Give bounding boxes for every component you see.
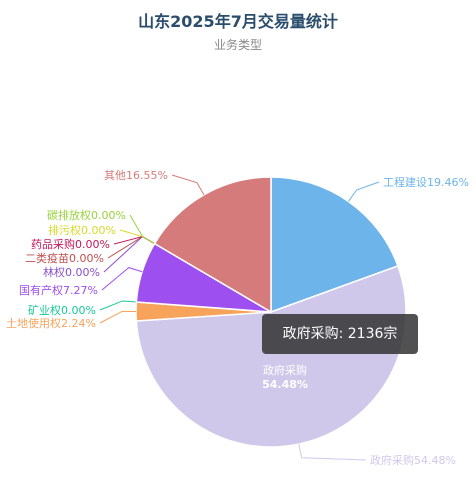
slice-label-3: 矿业权0.00% bbox=[28, 304, 96, 317]
slice-label-7: 药品采购0.00% bbox=[31, 237, 110, 251]
slice-label-5: 林权0.00% bbox=[43, 265, 100, 279]
slice-label-10: 其他16.55% bbox=[104, 169, 168, 182]
leader-line-9 bbox=[129, 214, 155, 245]
pie-slice-10[interactable] bbox=[153, 176, 272, 314]
leader-line-2 bbox=[99, 310, 137, 324]
slice-label-4: 国有产权7.27% bbox=[19, 283, 98, 297]
slice-label-1: 政府采购54.48% bbox=[370, 453, 456, 467]
slice-label-2: 土地使用权2.24% bbox=[6, 317, 96, 330]
leader-line-10 bbox=[171, 174, 205, 196]
inner-label-name: 政府采购 bbox=[263, 363, 307, 377]
inner-label-percent: 54.48% bbox=[262, 378, 308, 391]
chart-subtitle: 业务类型 bbox=[213, 38, 262, 52]
leader-line-4 bbox=[101, 267, 143, 291]
slice-label-9: 碳排放权0.00% bbox=[47, 208, 126, 222]
chart-tooltip: 政府采购: 2136宗 bbox=[262, 314, 418, 354]
slice-label-0: 工程建设19.46% bbox=[383, 175, 469, 189]
leader-line-0 bbox=[348, 181, 380, 202]
leader-line-3 bbox=[99, 300, 137, 311]
slice-label-6: 二类疫苗0.00% bbox=[25, 251, 104, 265]
leader-line-1 bbox=[298, 444, 367, 461]
chart-title: 山东2025年7月交易量统计 bbox=[138, 12, 338, 31]
slice-label-8: 排污权0.00% bbox=[48, 223, 116, 237]
